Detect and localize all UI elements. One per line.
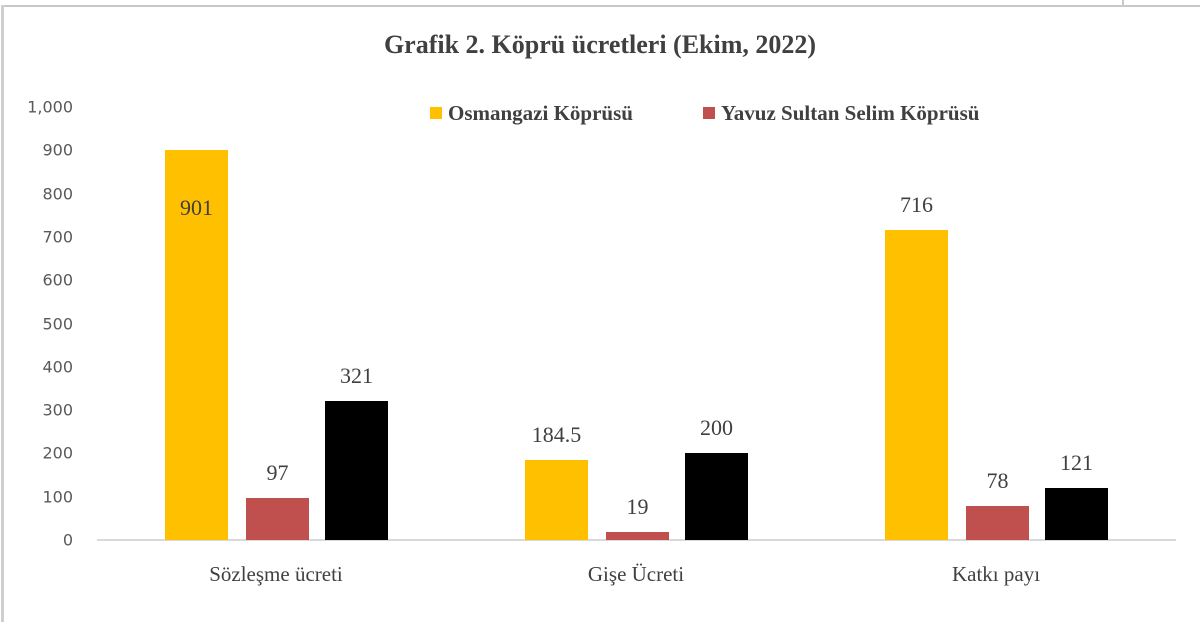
bar	[165, 149, 228, 540]
chart-title: Grafik 2. Köprü ücretleri (Ekim, 2022)	[383, 30, 817, 59]
y-tick-label: 0	[62, 530, 73, 550]
chart-frame-marker	[1122, 0, 1124, 6]
y-tick-label: 800	[42, 184, 73, 204]
data-label: 716	[900, 191, 933, 217]
data-label: 321	[340, 363, 373, 388]
bar	[325, 401, 388, 540]
data-label: 901	[180, 194, 213, 220]
legend-swatch-icon	[702, 107, 715, 119]
y-tick-label: 900	[42, 140, 73, 160]
legend: Osmangazi Köprüsü Yavuz Sultan Selim Köp…	[430, 98, 1049, 128]
bar	[606, 531, 669, 540]
data-label: 121	[1060, 449, 1093, 475]
chart-frame-left	[1, 5, 4, 622]
x-category-label: Katkı payı	[951, 562, 1041, 586]
bar	[525, 460, 588, 540]
bar	[966, 506, 1029, 540]
legend-item-osmangazi: Osmangazi Köprüsü	[430, 101, 633, 126]
data-label: 19	[626, 493, 649, 519]
legend-label: Yavuz Sultan Selim Köprüsü	[720, 100, 980, 125]
legend-swatch-icon	[430, 107, 442, 119]
y-tick-label: 1,000	[27, 97, 73, 117]
x-axis-line	[97, 539, 1176, 541]
data-label: 184.5	[531, 422, 582, 448]
chart-frame-top	[2, 5, 1200, 7]
y-tick-label: 200	[42, 443, 73, 463]
y-tick-label: 500	[42, 314, 73, 333]
y-tick-label: 700	[42, 227, 73, 247]
data-label: 97	[266, 459, 289, 485]
x-category-label: Sözleşme ücreti	[209, 562, 343, 586]
bar	[685, 453, 748, 540]
y-tick-label: 300	[42, 400, 73, 420]
y-tick-label: 100	[42, 487, 73, 507]
y-tick-label: 400	[42, 357, 73, 377]
bar	[885, 229, 948, 540]
bar	[1045, 487, 1108, 540]
y-tick-label: 600	[42, 270, 73, 290]
legend-label: Osmangazi Köprüsü	[448, 100, 633, 125]
data-label: 200	[700, 415, 733, 441]
legend-item-yavuz-sultan-selim: Yavuz Sultan Selim Köprüsü	[702, 100, 980, 126]
bar	[246, 497, 309, 540]
x-category-label: Gişe Ücreti	[587, 562, 685, 586]
data-label: 78	[986, 468, 1009, 494]
